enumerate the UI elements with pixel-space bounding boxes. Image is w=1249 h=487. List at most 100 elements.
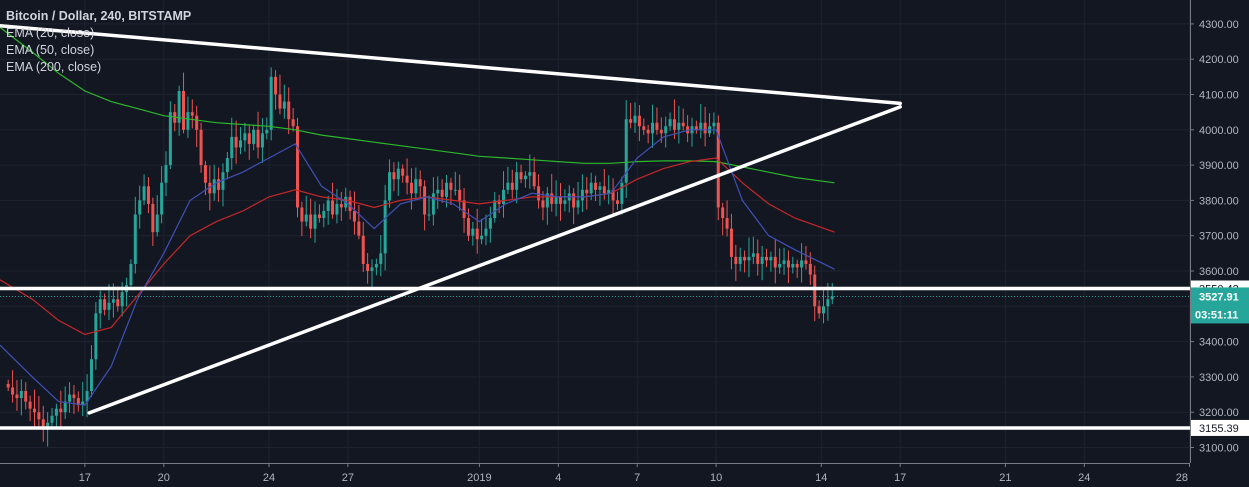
candle-body	[523, 175, 527, 180]
candle	[830, 283, 834, 305]
candle	[186, 96, 190, 138]
candle-body	[322, 210, 326, 219]
candle	[252, 124, 256, 151]
candle-body	[729, 228, 733, 257]
candle-body	[357, 221, 361, 236]
candle-body	[243, 133, 247, 141]
time-tick-label: 27	[342, 472, 354, 484]
candle	[721, 202, 725, 236]
trendline[interactable]	[0, 23, 902, 106]
candle-body	[182, 90, 186, 130]
candle-body	[629, 119, 633, 123]
candle	[151, 197, 155, 246]
candle	[515, 161, 519, 204]
candle	[471, 221, 475, 246]
candle-body	[94, 313, 98, 360]
trendline[interactable]	[87, 105, 902, 415]
candle	[786, 250, 790, 284]
candle	[379, 234, 383, 277]
candle-body	[291, 119, 295, 127]
candle-body	[756, 253, 760, 264]
candle	[217, 167, 221, 202]
candle	[791, 256, 795, 274]
candle-body	[821, 306, 825, 314]
candle	[778, 248, 782, 274]
candle-body	[716, 122, 720, 208]
candle	[234, 120, 238, 164]
candle	[576, 182, 580, 215]
candle-body	[580, 189, 584, 201]
candle-body	[804, 260, 808, 264]
candle-body	[760, 256, 764, 264]
candle-body	[782, 260, 786, 264]
candle-body	[120, 292, 124, 307]
candle	[182, 72, 186, 134]
candle	[168, 101, 172, 169]
candle-body	[81, 401, 85, 406]
candle-body	[725, 218, 729, 229]
price-tick-label: 3200.00	[1199, 407, 1239, 419]
candle-body	[392, 172, 396, 180]
candle-body	[366, 263, 370, 271]
candle-body	[436, 189, 440, 194]
candle	[155, 195, 159, 237]
candle	[357, 204, 361, 240]
candle	[98, 290, 102, 329]
time-axis[interactable]	[0, 463, 1190, 487]
candle-countdown: 03:51:11	[1195, 309, 1238, 321]
candle	[133, 196, 137, 274]
candle-body	[335, 203, 339, 215]
candle	[6, 379, 10, 392]
candle	[572, 188, 576, 225]
candle	[146, 177, 150, 214]
candle-body	[493, 200, 497, 219]
candle-body	[282, 101, 286, 109]
candle-body	[462, 200, 466, 219]
candle	[699, 104, 703, 139]
candle	[668, 112, 672, 131]
candle-body	[558, 196, 562, 204]
candle-body	[528, 172, 532, 176]
candle-body	[554, 196, 558, 204]
candle-body	[519, 172, 523, 180]
candle	[804, 245, 808, 270]
candle-body	[532, 172, 536, 187]
candle-body	[646, 129, 650, 134]
candle	[462, 188, 466, 233]
candle-body	[103, 299, 107, 310]
candle-body	[212, 179, 216, 194]
candle-body	[681, 122, 685, 127]
candle	[629, 102, 633, 129]
candle	[672, 99, 676, 139]
candle	[655, 107, 659, 135]
candle-body	[177, 90, 181, 123]
candle	[563, 189, 567, 212]
candle-body	[743, 256, 747, 261]
candle	[138, 185, 142, 229]
candle	[497, 194, 501, 214]
line-price-label: 3155.39	[1199, 423, 1239, 435]
candle	[24, 382, 28, 410]
candle-body	[488, 218, 492, 229]
candle	[221, 163, 225, 207]
candle	[164, 151, 168, 197]
candle	[361, 221, 365, 273]
candle	[335, 189, 339, 224]
candle-body	[423, 186, 427, 215]
candle-body	[826, 299, 830, 307]
candle-body	[664, 126, 668, 134]
price-tick-label: 3300.00	[1199, 372, 1239, 384]
candle	[370, 259, 374, 289]
candle-body	[668, 119, 672, 127]
candle	[585, 177, 589, 210]
candle-body	[11, 387, 15, 395]
candle	[230, 117, 234, 170]
candle	[317, 204, 321, 223]
candle	[322, 203, 326, 228]
candle	[642, 118, 646, 136]
price-axis[interactable]	[1190, 0, 1249, 487]
candle-body	[85, 391, 89, 402]
candle	[821, 287, 825, 324]
candle-body	[361, 235, 365, 264]
